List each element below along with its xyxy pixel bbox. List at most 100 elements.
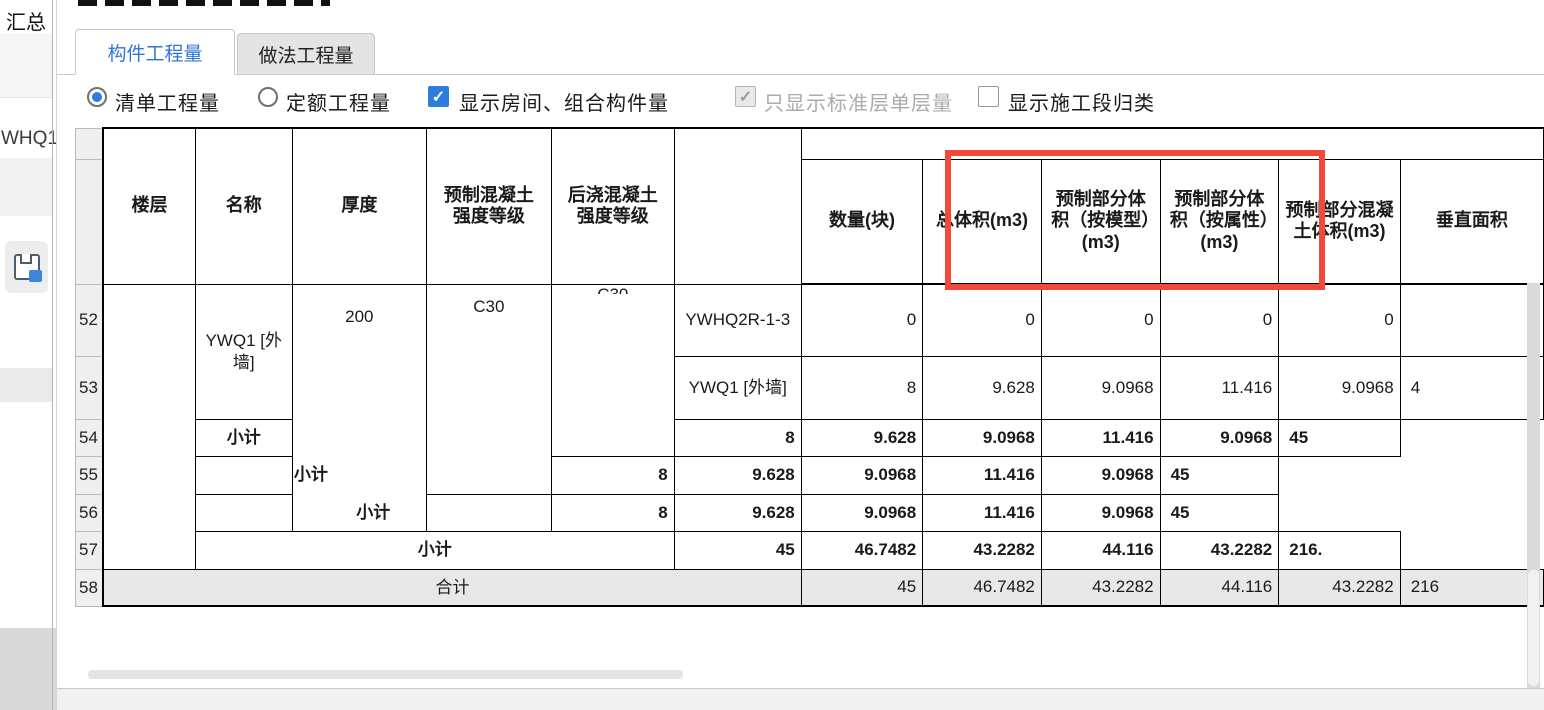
cell-vert-area[interactable]: 4	[1399, 355, 1544, 420]
cell-vert-area[interactable]: 45	[1278, 418, 1401, 457]
cell-model-vol[interactable]: 9.0968	[800, 493, 924, 532]
tab-component-quantities[interactable]: 构件工程量	[75, 29, 235, 75]
col-header-attr-vol: 预制部分体积（按属性）(m3)	[1159, 158, 1280, 285]
cell-qty[interactable]: 8	[673, 418, 802, 457]
cell-precast-vol[interactable]: 9.0968	[1040, 493, 1161, 532]
cell-attr-vol[interactable]: 11.416	[922, 455, 1042, 495]
tab-label: 做法工程量	[258, 45, 354, 67]
row-number[interactable]: 53	[75, 355, 104, 420]
cell-total-vol[interactable]: 9.628	[673, 493, 802, 532]
table-row-57-subtotal: 57 小计 45 46.7482 43.2282 44.116 43.2282 …	[75, 530, 1544, 570]
sidebar-splitter[interactable]	[52, 0, 53, 710]
radio-list-quantities[interactable]	[87, 87, 107, 107]
cell-qty[interactable]: 8	[550, 493, 675, 532]
row-number[interactable]: 57	[75, 530, 104, 570]
col-header-total-vol: 总体积(m3)	[922, 158, 1042, 285]
cell-vert-area[interactable]: 45	[1159, 493, 1280, 532]
cell-attr-vol[interactable]: 44.116	[1159, 568, 1280, 607]
cell-subtotal-label[interactable]: 小计	[194, 418, 293, 457]
cell-qty[interactable]: 0	[800, 283, 924, 357]
cell-model-vol[interactable]: 9.0968	[800, 455, 924, 495]
cell-precast-vol[interactable]: 0	[1278, 283, 1401, 357]
cell-model-vol[interactable]: 9.0968	[922, 418, 1042, 457]
tab-method-quantities[interactable]: 做法工程量	[237, 33, 375, 75]
cell-model-vol[interactable]: 0	[1040, 283, 1161, 357]
cell-qty[interactable]: 8	[550, 455, 675, 495]
cell-subtotal-label[interactable]: 小计	[194, 455, 427, 495]
cell-total-vol[interactable]: 9.628	[800, 418, 924, 457]
clipped-title-text	[78, 0, 330, 6]
cell-attr-vol[interactable]: 44.116	[1040, 530, 1161, 570]
cell-postcast-grade[interactable]: C30	[550, 283, 675, 457]
cell-name[interactable]: YWQ1 [外墙]	[194, 283, 293, 420]
cell-model-vol[interactable]: 9.0968	[1040, 355, 1161, 420]
cell-attr-vol[interactable]: 11.416	[1040, 418, 1161, 457]
cell-precast-vol[interactable]: 9.0968	[1159, 418, 1280, 457]
tab-label: 构件工程量	[107, 43, 203, 65]
cell-subcomponent[interactable]: YWHQ2R-1-3	[673, 283, 802, 357]
cell-model-vol[interactable]: 43.2282	[1040, 568, 1161, 607]
cell-qty[interactable]: 45	[673, 530, 802, 570]
row-number[interactable]: 58	[75, 568, 104, 607]
checkbox-construction-section-label[interactable]: 显示施工段归类	[1008, 93, 1155, 115]
cell-precast-vol[interactable]: 43.2282	[1159, 530, 1280, 570]
cell-floor-merged[interactable]	[102, 283, 196, 570]
cell-precast-vol[interactable]: 9.0968	[1278, 355, 1401, 420]
sidebar-item-whq1[interactable]: WHQ1	[1, 128, 58, 149]
checkbox-show-rooms[interactable]: ✓	[428, 86, 449, 107]
row-number[interactable]: 54	[75, 418, 104, 457]
horizontal-scrollbar-thumb[interactable]	[88, 670, 683, 679]
sidebar-save-button[interactable]	[5, 241, 48, 293]
cell-precast-vol[interactable]: 43.2282	[1278, 568, 1401, 607]
cell-vert-area[interactable]: 216	[1399, 568, 1544, 607]
save-table-icon	[14, 254, 42, 282]
checkbox-construction-section[interactable]	[978, 86, 999, 107]
gutter-header-cell	[75, 127, 104, 160]
radio-quota-quantities[interactable]	[258, 87, 278, 107]
cell-total-vol[interactable]: 46.7482	[922, 568, 1042, 607]
sidebar-item-summary[interactable]: 汇总	[6, 12, 46, 34]
panel-border	[56, 0, 57, 710]
cell-subcomponent[interactable]: YWQ1 [外墙]	[673, 355, 802, 420]
sidebar-section	[0, 368, 52, 402]
row-number[interactable]: 56	[75, 493, 104, 532]
cell-attr-vol[interactable]: 0	[1159, 283, 1280, 357]
row-number[interactable]: 52	[75, 283, 104, 357]
options-toolbar: 清单工程量 定额工程量 ✓ 显示房间、组合构件量 ✓ 只显示标准层单层量 显示施…	[57, 75, 1544, 127]
col-header-model-vol: 预制部分体积（按模型）(m3)	[1040, 158, 1161, 285]
bottom-strip	[57, 689, 1544, 710]
cell-vert-area[interactable]: 216.	[1278, 530, 1401, 570]
cell-qty[interactable]: 45	[800, 568, 924, 607]
cell-total-label[interactable]: 合计	[102, 568, 802, 607]
cell-subtotal-label[interactable]: 小计	[194, 493, 552, 532]
cell-attr-vol[interactable]: 11.416	[922, 493, 1042, 532]
checkbox-show-rooms-label[interactable]: 显示房间、组合构件量	[459, 93, 669, 115]
quantities-table: 楼层 名称 厚度 预制混凝土强度等级 后浇混凝土强度等级 数量(块) 总体积(m…	[75, 127, 1544, 607]
cell-total-vol[interactable]: 46.7482	[800, 530, 924, 570]
radio-list-label[interactable]: 清单工程量	[115, 93, 220, 115]
cell-model-vol[interactable]: 43.2282	[922, 530, 1042, 570]
cell-total-vol[interactable]: 0	[922, 283, 1042, 357]
clipped-cell-text: C30	[552, 285, 673, 294]
cell-precast-grade[interactable]: C30	[425, 283, 552, 495]
cell-precast-vol[interactable]: 9.0968	[1040, 455, 1161, 495]
row-number[interactable]: 55	[75, 455, 104, 495]
col-header-group-empty	[800, 127, 1544, 160]
cell-qty[interactable]: 8	[800, 355, 924, 420]
cell-total-vol[interactable]: 9.628	[673, 455, 802, 495]
cell-attr-vol[interactable]: 11.416	[1159, 355, 1280, 420]
col-header-precast-concrete-vol: 预制部分混凝土体积(m3)	[1278, 158, 1401, 285]
cell-subtotal-label[interactable]: 小计	[194, 530, 675, 570]
left-sidebar: 汇总 WHQ1	[0, 0, 58, 710]
sidebar-section	[0, 34, 52, 98]
gutter-header-cell	[75, 158, 104, 285]
col-header-subcomponent	[673, 127, 802, 285]
checkbox-standard-floor-label[interactable]: 只显示标准层单层量	[764, 93, 953, 115]
checkbox-standard-floor[interactable]: ✓	[735, 86, 756, 107]
cell-total-vol[interactable]: 9.628	[922, 355, 1042, 420]
cell-vert-area[interactable]	[1399, 283, 1544, 357]
cell-vert-area[interactable]: 45	[1159, 455, 1280, 495]
vertical-scrollbar-thumb[interactable]	[1528, 570, 1539, 686]
radio-quota-label[interactable]: 定额工程量	[286, 93, 391, 115]
col-header-name: 名称	[194, 127, 293, 285]
